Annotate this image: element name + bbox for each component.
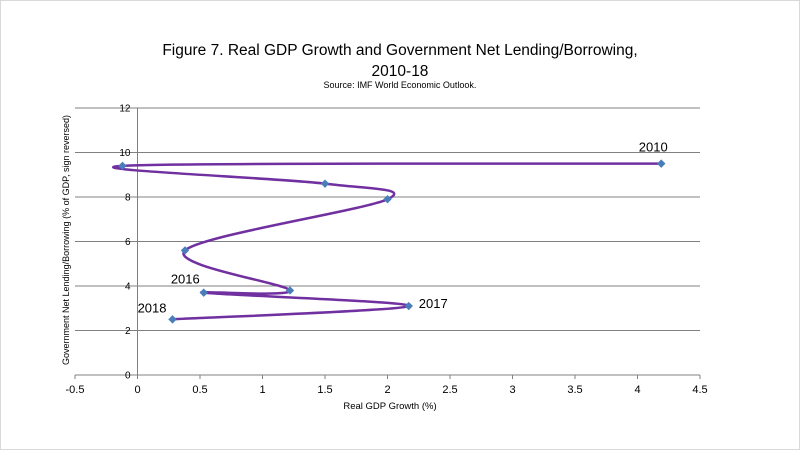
chart-title-line2: 2010-18 [371, 63, 429, 80]
data-point-marker [180, 246, 190, 255]
series-markers [118, 159, 666, 324]
data-point-marker [320, 179, 330, 188]
x-tick-label: 3 [509, 384, 515, 396]
y-tick-label: 12 [119, 104, 131, 115]
point-label-2018: 2018 [138, 300, 167, 315]
point-label-2016: 2016 [171, 272, 200, 287]
y-tick-label: 0 [125, 371, 131, 382]
x-axis-label: Real GDP Growth (%) [343, 401, 437, 412]
point-labels: 2010 2016 2017 2018 [138, 140, 668, 316]
tick-labels: 0 2 4 6 8 10 12 -0.5 0 0.5 1 1.5 2 2.5 3 3.5 4 4.5 [66, 104, 708, 397]
x-tick-label: 1 [259, 384, 265, 396]
x-tick-label: 4.5 [692, 384, 707, 396]
data-point-marker [168, 315, 177, 324]
x-tick-label: 2.5 [442, 384, 457, 396]
data-point-marker [285, 286, 295, 295]
data-point-marker [383, 195, 392, 204]
data-point-marker [404, 301, 413, 311]
x-tick-label: 1.5 [317, 384, 332, 396]
data-point-marker [118, 161, 127, 171]
x-tick-label: 0 [134, 384, 140, 396]
chart-title: Figure 7. Real GDP Growth and Government… [0, 40, 800, 82]
chart-title-line1: Figure 7. Real GDP Growth and Government… [162, 42, 638, 59]
point-label-2017: 2017 [419, 296, 448, 311]
y-tick-label: 2 [125, 326, 131, 337]
chart-source: Source: IMF World Economic Outlook. [323, 80, 477, 90]
y-tick-label: 4 [125, 282, 131, 293]
y-tick-label: 10 [119, 148, 131, 159]
y-axis-label: Government Net Lending/Borrowing (% of G… [61, 115, 71, 365]
y-tick-label: 8 [125, 193, 131, 204]
series-line [111, 162, 662, 321]
point-label-2010: 2010 [639, 140, 668, 155]
axes [74, 107, 701, 379]
x-tick-label: 4 [634, 384, 640, 396]
x-tick-label: 3.5 [567, 384, 582, 396]
y-tick-label: 6 [125, 237, 131, 248]
x-tick-label: 0.5 [192, 384, 207, 396]
data-point-marker [657, 159, 666, 168]
data-point-marker [199, 288, 208, 297]
x-tick-label: -0.5 [66, 384, 85, 396]
gridlines [75, 107, 700, 331]
x-tick-label: 2 [384, 384, 390, 396]
